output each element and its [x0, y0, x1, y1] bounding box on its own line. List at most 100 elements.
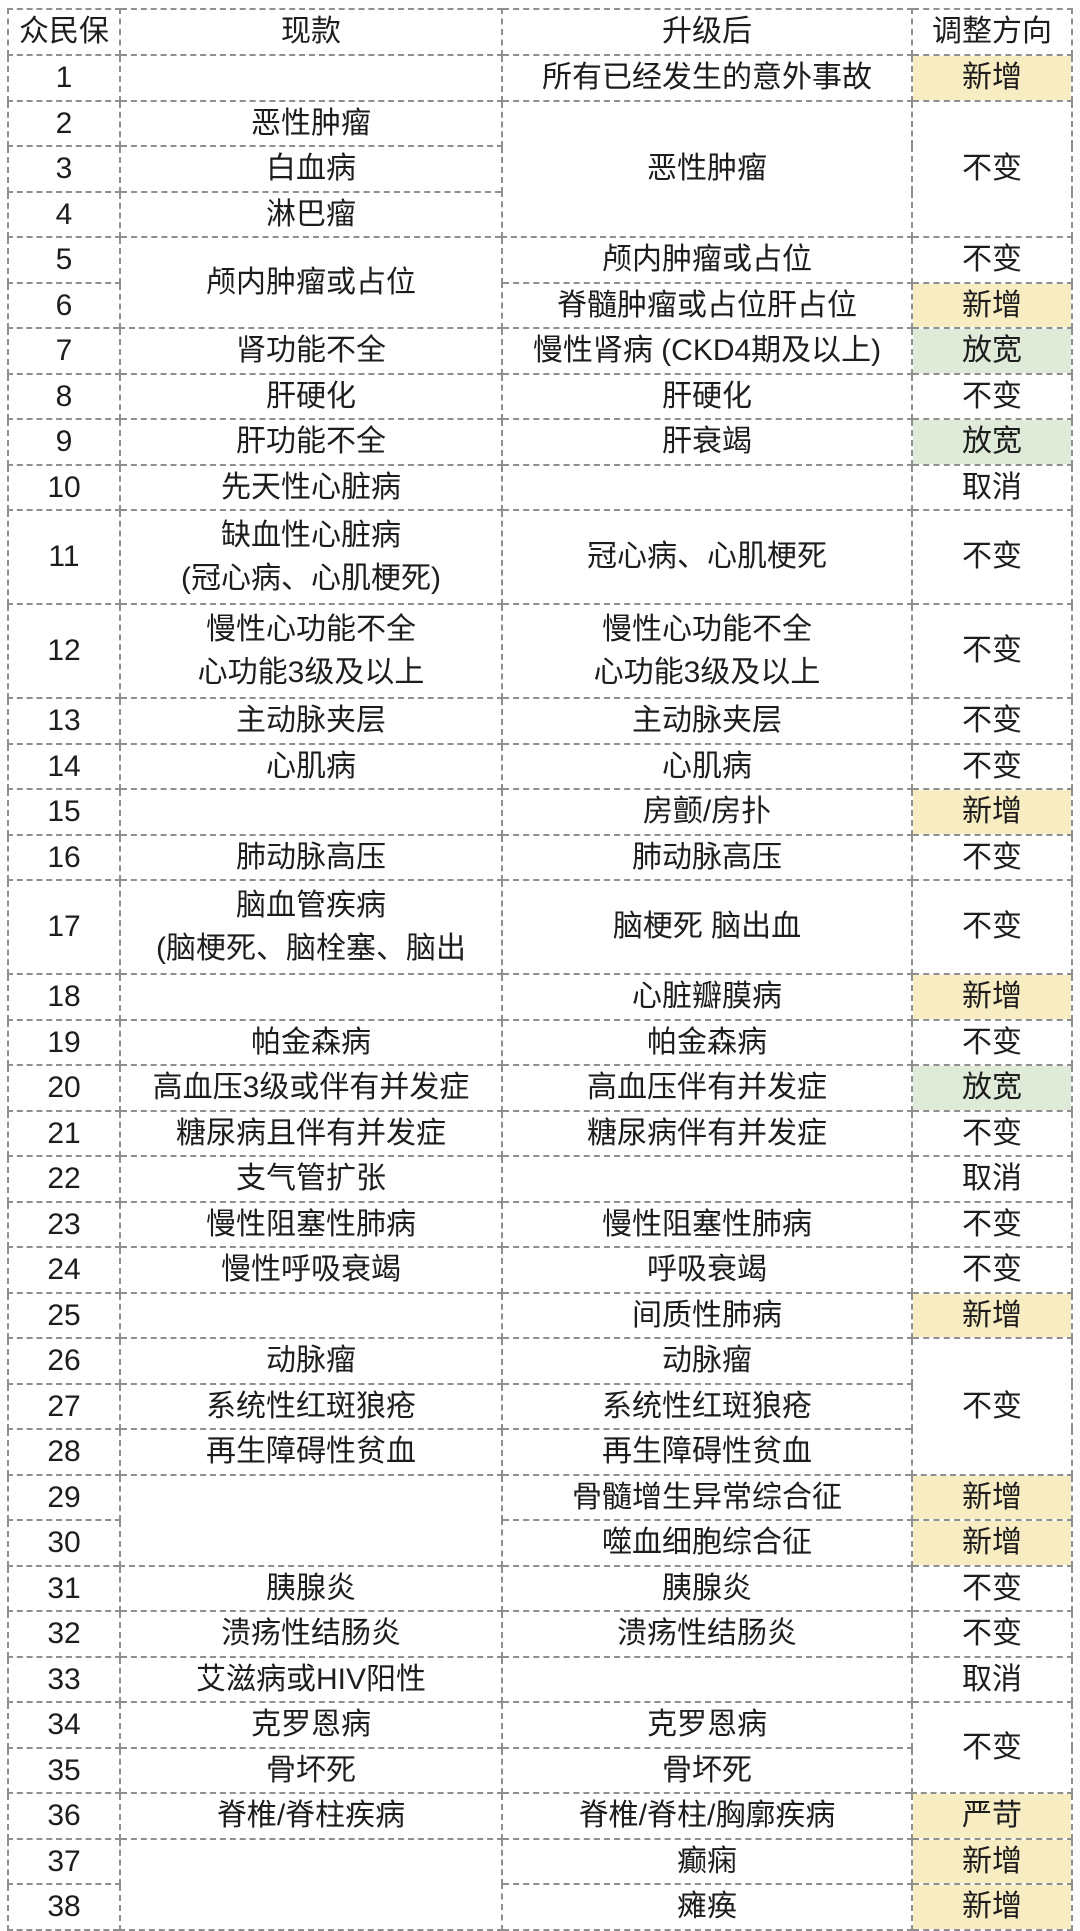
upgraded-plan-cell: 慢性肾病 (CKD4期及以上): [501, 327, 913, 375]
header-row: 众民保 现款 升级后 调整方向: [7, 8, 1073, 56]
table-row: 28 再生障碍性贫血 再生障碍性贫血: [7, 1428, 1072, 1476]
row-number-cell: 12: [7, 603, 121, 699]
adjustment-cell: 不变: [911, 99, 1073, 238]
adjustment-cell: 不变: [911, 509, 1073, 605]
adjustment-cell: 放宽: [911, 1064, 1073, 1112]
adjustment-cell: 不变: [911, 1610, 1073, 1658]
upgraded-plan-cell: 再生障碍性贫血: [501, 1428, 913, 1476]
current-plan-cell: 白血病: [119, 145, 503, 193]
row-number-cell: 14: [7, 742, 121, 790]
table-row: 33 艾滋病或HIV阳性 取消: [7, 1655, 1073, 1703]
current-plan-cell: 肝功能不全: [119, 418, 503, 466]
adjustment-cell: 新增: [911, 1473, 1073, 1521]
row-number-cell: 22: [7, 1155, 121, 1203]
adjustment-cell: 放宽: [911, 418, 1073, 466]
current-plan-cell: 恶性肿瘤: [119, 99, 503, 147]
upgraded-plan-cell: 肺动脉高压: [501, 833, 913, 881]
row-number-cell: 17: [7, 879, 121, 975]
row-number-cell: 8: [7, 372, 121, 420]
current-plan-cell: 慢性呼吸衰竭: [119, 1246, 503, 1294]
current-plan-cell: 系统性红斑狼疮: [119, 1382, 503, 1430]
current-plan-cell: 肾功能不全: [119, 327, 503, 375]
adjustment-cell: 不变: [911, 1200, 1073, 1248]
upgraded-plan-cell: 心肌病: [501, 742, 913, 790]
table-row: 27 系统性红斑狼疮 系统性红斑狼疮: [7, 1382, 1072, 1430]
current-plan-cell: 先天性心脏病: [119, 463, 503, 511]
column-header-upgraded: 升级后: [501, 8, 913, 56]
table-row: 16 肺动脉高压 肺动脉高压 不变: [7, 833, 1073, 881]
row-number-cell: 18: [7, 973, 121, 1021]
row-number-cell: 15: [7, 788, 121, 836]
adjustment-cell: 不变: [911, 603, 1073, 699]
adjustment-cell: 不变: [911, 236, 1073, 284]
upgraded-plan-cell: 主动脉夹层: [501, 697, 913, 745]
table-row: 22 支气管扩张 取消: [7, 1155, 1073, 1203]
adjustment-cell: 新增: [911, 788, 1073, 836]
table-row: 4 淋巴瘤: [7, 190, 1072, 238]
adjustment-cell: 新增: [911, 1883, 1073, 1931]
current-plan-cell: 肝硬化: [119, 372, 503, 420]
current-plan-cell: 颅内肿瘤或占位: [119, 236, 503, 329]
table-row: 6 脊髓肿瘤或占位肝占位 新增: [7, 281, 1073, 329]
current-plan-cell: 帕金森病: [119, 1018, 503, 1066]
row-number-cell: 33: [7, 1655, 121, 1703]
upgraded-plan-cell: 高血压伴有并发症: [501, 1064, 913, 1112]
adjustment-cell: 不变: [911, 1337, 1073, 1476]
current-plan-cell: 缺血性心脏病 (冠心病、心肌梗死): [119, 509, 503, 605]
upgrade-comparison-table: 众民保 现款 升级后 调整方向 1 所有已经发生的意外事故 新增 2 恶性肿瘤 …: [7, 8, 1073, 1931]
row-number-cell: 28: [7, 1428, 121, 1476]
row-number-cell: 27: [7, 1382, 121, 1430]
upgraded-plan-cell: 肝硬化: [501, 372, 913, 420]
upgraded-plan-cell: [501, 1655, 913, 1703]
adjustment-cell: 新增: [911, 1519, 1073, 1567]
adjustment-cell: 不变: [911, 372, 1073, 420]
row-number-cell: 26: [7, 1337, 121, 1385]
table-row: 37 癫痫 新增: [7, 1837, 1073, 1931]
current-plan-cell: 心肌病: [119, 742, 503, 790]
current-plan-cell: 支气管扩张: [119, 1155, 503, 1203]
adjustment-cell: 不变: [911, 879, 1073, 975]
table-row: 3 白血病: [7, 145, 1072, 193]
upgraded-plan-cell: 脊髓肿瘤或占位肝占位: [501, 281, 913, 329]
adjustment-cell: 新增: [911, 973, 1073, 1021]
table-row: 31 胰腺炎 胰腺炎 不变: [7, 1564, 1073, 1612]
table-row: 14 心肌病 心肌病 不变: [7, 742, 1073, 790]
row-number-cell: 25: [7, 1291, 121, 1339]
current-plan-cell: 再生障碍性贫血: [119, 1428, 503, 1476]
table-row: 13 主动脉夹层 主动脉夹层 不变: [7, 697, 1073, 745]
current-plan-cell: 主动脉夹层: [119, 697, 503, 745]
column-header-current: 现款: [119, 8, 503, 56]
table-row: 35 骨坏死 骨坏死: [7, 1746, 1072, 1794]
adjustment-cell: 不变: [911, 1701, 1073, 1794]
column-header-adjustment: 调整方向: [911, 8, 1073, 56]
table-row: 18 心脏瓣膜病 新增: [7, 973, 1073, 1021]
adjustment-cell: 新增: [911, 1837, 1073, 1885]
row-number-cell: 7: [7, 327, 121, 375]
adjustment-cell: 不变: [911, 697, 1073, 745]
row-number-cell: 30: [7, 1519, 121, 1567]
adjustment-cell: 不变: [911, 1246, 1073, 1294]
adjustment-cell: 新增: [911, 1291, 1073, 1339]
adjustment-cell: 不变: [911, 742, 1073, 790]
table-row: 7 肾功能不全 慢性肾病 (CKD4期及以上) 放宽: [7, 327, 1073, 375]
table-row: 36 脊椎/脊柱疾病 脊椎/脊柱/胸廓疾病 严苛: [7, 1792, 1073, 1840]
current-plan-cell: [119, 973, 503, 1021]
table-row: 5 颅内肿瘤或占位 颅内肿瘤或占位 不变: [7, 236, 1073, 329]
table-row: 24 慢性呼吸衰竭 呼吸衰竭 不变: [7, 1246, 1073, 1294]
table-row: 11 缺血性心脏病 (冠心病、心肌梗死) 冠心病、心肌梗死 不变: [7, 509, 1073, 605]
row-number-cell: 35: [7, 1746, 121, 1794]
table-row: 23 慢性阻塞性肺病 慢性阻塞性肺病 不变: [7, 1200, 1073, 1248]
current-plan-cell: [119, 1291, 503, 1339]
table-row: 1 所有已经发生的意外事故 新增: [7, 54, 1073, 102]
current-plan-cell: 骨坏死: [119, 1746, 503, 1794]
upgraded-plan-cell: [501, 463, 913, 511]
table-row: 19 帕金森病 帕金森病 不变: [7, 1018, 1073, 1066]
upgraded-plan-cell: 胰腺炎: [501, 1564, 913, 1612]
row-number-cell: 3: [7, 145, 121, 193]
upgraded-plan-cell: 噬血细胞综合征: [501, 1519, 913, 1567]
table-row: 20 高血压3级或伴有并发症 高血压伴有并发症 放宽: [7, 1064, 1073, 1112]
upgraded-plan-cell: 冠心病、心肌梗死: [501, 509, 913, 605]
adjustment-cell: 不变: [911, 1564, 1073, 1612]
row-number-cell: 21: [7, 1109, 121, 1157]
row-number-cell: 31: [7, 1564, 121, 1612]
